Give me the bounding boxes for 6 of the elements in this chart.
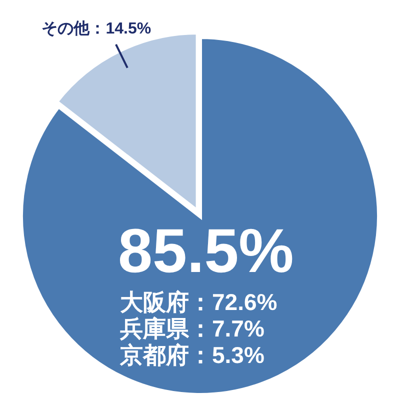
data-label: 85.5% — [118, 217, 294, 286]
data-label: ：14.5% — [90, 20, 152, 38]
text: 京都府：5.3% — [119, 342, 264, 368]
text: 兵庫県：7.7% — [119, 316, 264, 342]
slice-label: その他 — [42, 19, 91, 38]
text: 大阪府：72.6% — [120, 289, 278, 315]
